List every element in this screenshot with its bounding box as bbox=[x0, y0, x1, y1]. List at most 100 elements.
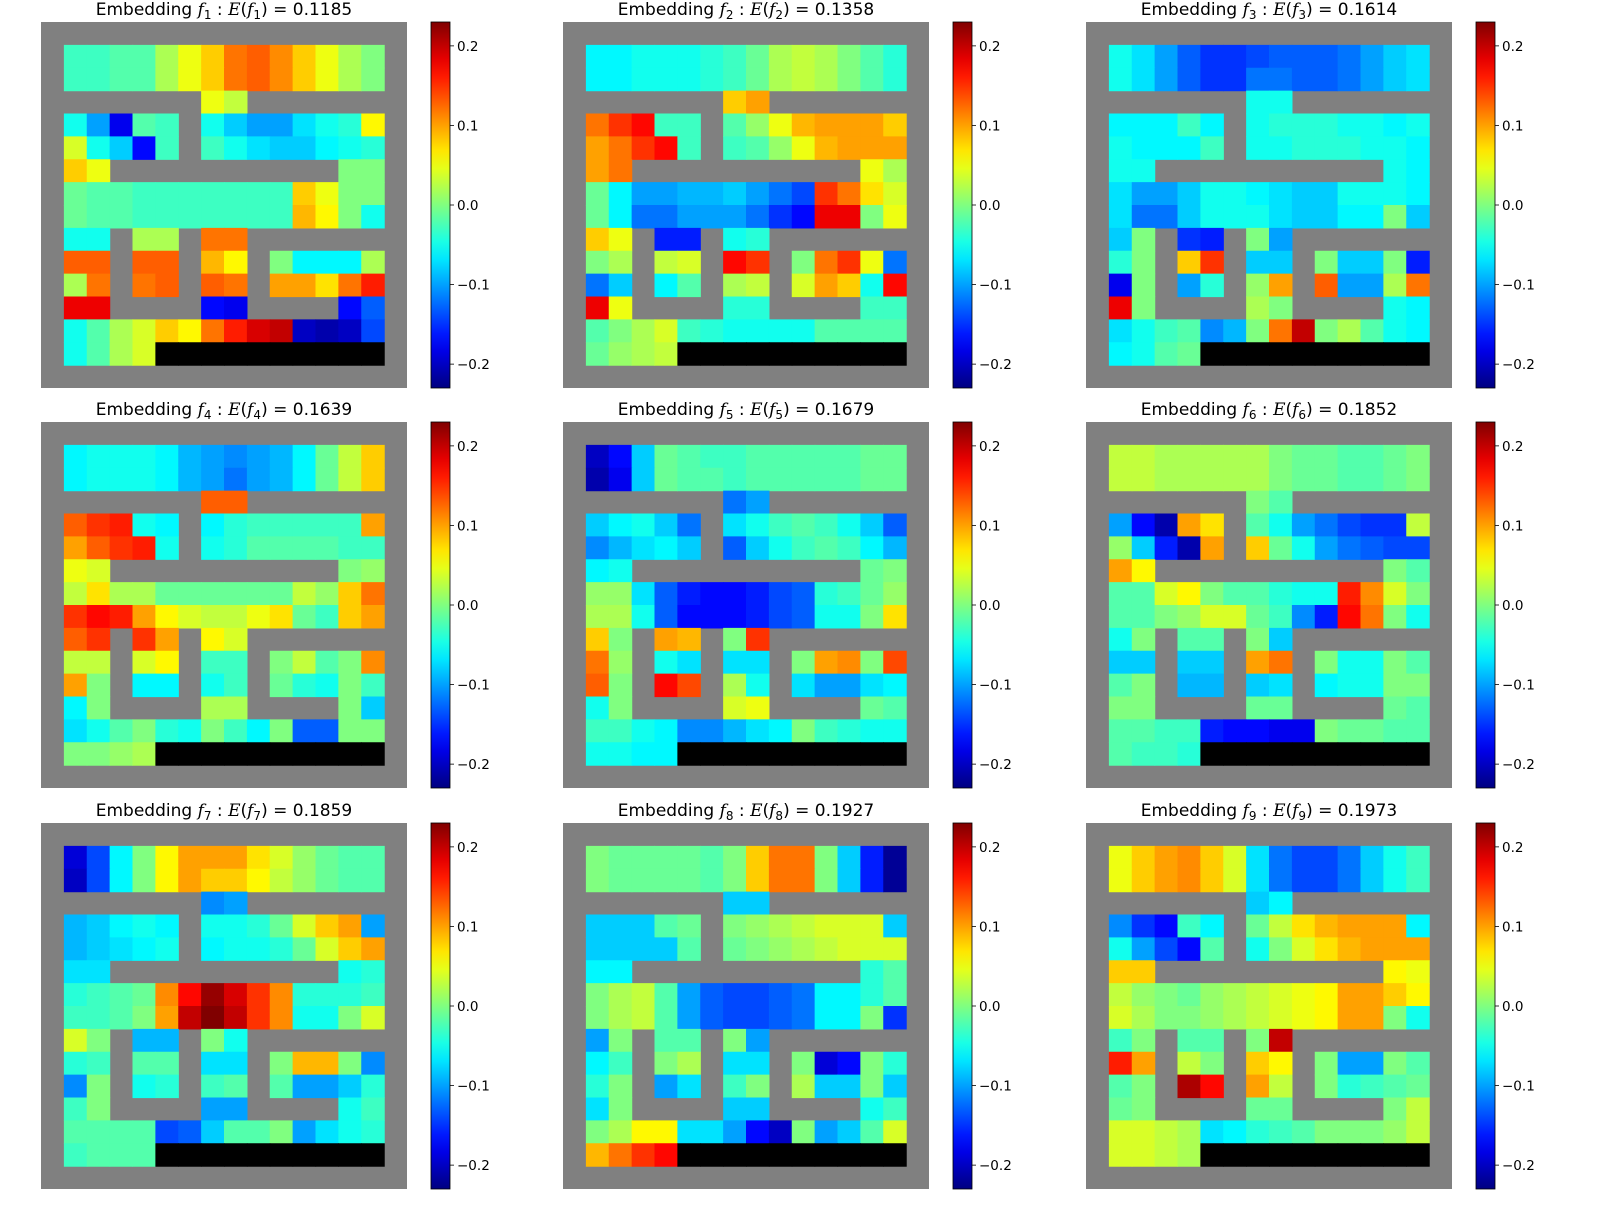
heat-cell bbox=[746, 273, 770, 298]
heat-cell bbox=[1108, 1097, 1133, 1121]
heat-cell bbox=[814, 513, 839, 537]
title-index: 8 bbox=[726, 809, 734, 823]
colorbar-tick-label: 0.2 bbox=[457, 439, 478, 455]
heat-cell bbox=[608, 273, 633, 298]
heat-cell bbox=[860, 719, 884, 743]
panel-9: Embedding f9 : E(f9) = 0.1973 −0.2 −0.1 0.0… bbox=[1086, 801, 1535, 1190]
heat-cell bbox=[1383, 205, 1407, 229]
heat-cell bbox=[837, 845, 861, 870]
heat-cell bbox=[338, 605, 362, 629]
heat-cell bbox=[723, 319, 747, 343]
heat-cell bbox=[201, 983, 225, 1007]
heat-cell bbox=[292, 582, 317, 606]
heat-cell bbox=[1291, 937, 1316, 961]
heat-cell bbox=[860, 159, 884, 183]
heat-cell bbox=[224, 205, 248, 229]
heat-cell bbox=[1154, 845, 1179, 870]
heat-cell bbox=[246, 937, 271, 961]
heat-cell bbox=[746, 650, 770, 675]
heat-cell bbox=[63, 536, 88, 560]
heat-cell bbox=[608, 536, 633, 560]
heat-cell bbox=[224, 627, 248, 652]
heat-cell bbox=[1360, 444, 1384, 469]
heat-cell bbox=[246, 444, 271, 469]
heat-cell bbox=[608, 1051, 633, 1076]
heat-cell bbox=[585, 513, 610, 537]
heat-cell bbox=[1131, 845, 1156, 870]
panel-title: Embedding f9 : E(f9) = 0.1973 bbox=[1141, 801, 1397, 823]
heat-cell bbox=[1314, 182, 1339, 206]
heat-cell bbox=[654, 1006, 678, 1030]
heat-cell bbox=[338, 559, 362, 583]
heat-cell bbox=[768, 113, 793, 137]
heat-cell bbox=[246, 983, 271, 1007]
heat-cell bbox=[631, 205, 656, 229]
heat-cell bbox=[608, 227, 633, 252]
heat-cell bbox=[361, 742, 385, 766]
heat-cell bbox=[361, 960, 385, 984]
heat-cell bbox=[1154, 44, 1179, 69]
heat-cell bbox=[723, 1074, 747, 1099]
heat-cell bbox=[338, 673, 362, 698]
colorbar-tick-label: 0.2 bbox=[979, 840, 1000, 856]
heat-cell bbox=[1360, 536, 1384, 560]
heat-cell bbox=[631, 136, 656, 160]
heat-cell bbox=[201, 467, 225, 492]
heat-cell bbox=[315, 444, 339, 469]
heat-cell bbox=[768, 444, 793, 469]
heat-cell bbox=[155, 1006, 179, 1030]
heat-cell bbox=[224, 250, 248, 275]
title-energy: 0.1679 bbox=[815, 400, 874, 420]
heat-cell bbox=[860, 914, 884, 938]
heat-cell bbox=[883, 205, 907, 229]
heat-cell bbox=[1177, 467, 1201, 492]
heat-cell bbox=[1131, 296, 1156, 320]
heat-cell bbox=[1383, 296, 1407, 320]
heat-cell bbox=[361, 1006, 385, 1030]
heat-cell bbox=[1177, 845, 1201, 870]
heat-cell bbox=[883, 182, 907, 206]
heat-cell bbox=[1200, 136, 1224, 160]
heat-cell bbox=[155, 1120, 179, 1144]
heat-cell bbox=[791, 205, 816, 229]
heat-cell bbox=[201, 719, 225, 743]
heat-cell bbox=[361, 914, 385, 938]
heat-cell bbox=[837, 719, 861, 743]
heat-cell bbox=[1337, 513, 1362, 537]
heat-cell bbox=[1131, 273, 1156, 298]
heat-cell bbox=[269, 868, 294, 893]
heat-cell bbox=[292, 1074, 317, 1099]
heat-cell bbox=[155, 227, 179, 252]
heat-cell bbox=[1154, 868, 1179, 893]
heat-cell bbox=[1177, 1051, 1201, 1076]
heat-cell bbox=[1337, 113, 1362, 137]
heat-cell bbox=[677, 719, 701, 743]
heat-cell bbox=[315, 273, 339, 298]
heat-cell bbox=[1337, 719, 1362, 743]
heat-cell bbox=[746, 891, 770, 916]
heat-cell bbox=[860, 650, 884, 675]
heat-cell bbox=[608, 113, 633, 137]
heat-cell bbox=[585, 937, 610, 961]
heat-cell bbox=[1246, 444, 1270, 469]
heat-cell bbox=[768, 467, 793, 492]
heat-cell bbox=[654, 983, 678, 1007]
heat-cell bbox=[86, 605, 111, 629]
heat-cell bbox=[63, 673, 88, 698]
heat-cell bbox=[1314, 273, 1339, 298]
heat-cell bbox=[1406, 205, 1430, 229]
heat-cell bbox=[791, 536, 816, 560]
heat-cell bbox=[791, 605, 816, 629]
heat-cell bbox=[723, 136, 747, 160]
heat-cell bbox=[315, 467, 339, 492]
heat-cell bbox=[860, 536, 884, 560]
heat-cell bbox=[361, 1097, 385, 1121]
heat-cell bbox=[361, 136, 385, 160]
heat-cell bbox=[814, 845, 839, 870]
heat-cell bbox=[746, 536, 770, 560]
heat-cell bbox=[132, 227, 156, 252]
heat-cell bbox=[86, 342, 111, 366]
heat-cell bbox=[883, 1097, 907, 1121]
heat-cell bbox=[746, 113, 770, 137]
heat-cell bbox=[338, 296, 362, 320]
